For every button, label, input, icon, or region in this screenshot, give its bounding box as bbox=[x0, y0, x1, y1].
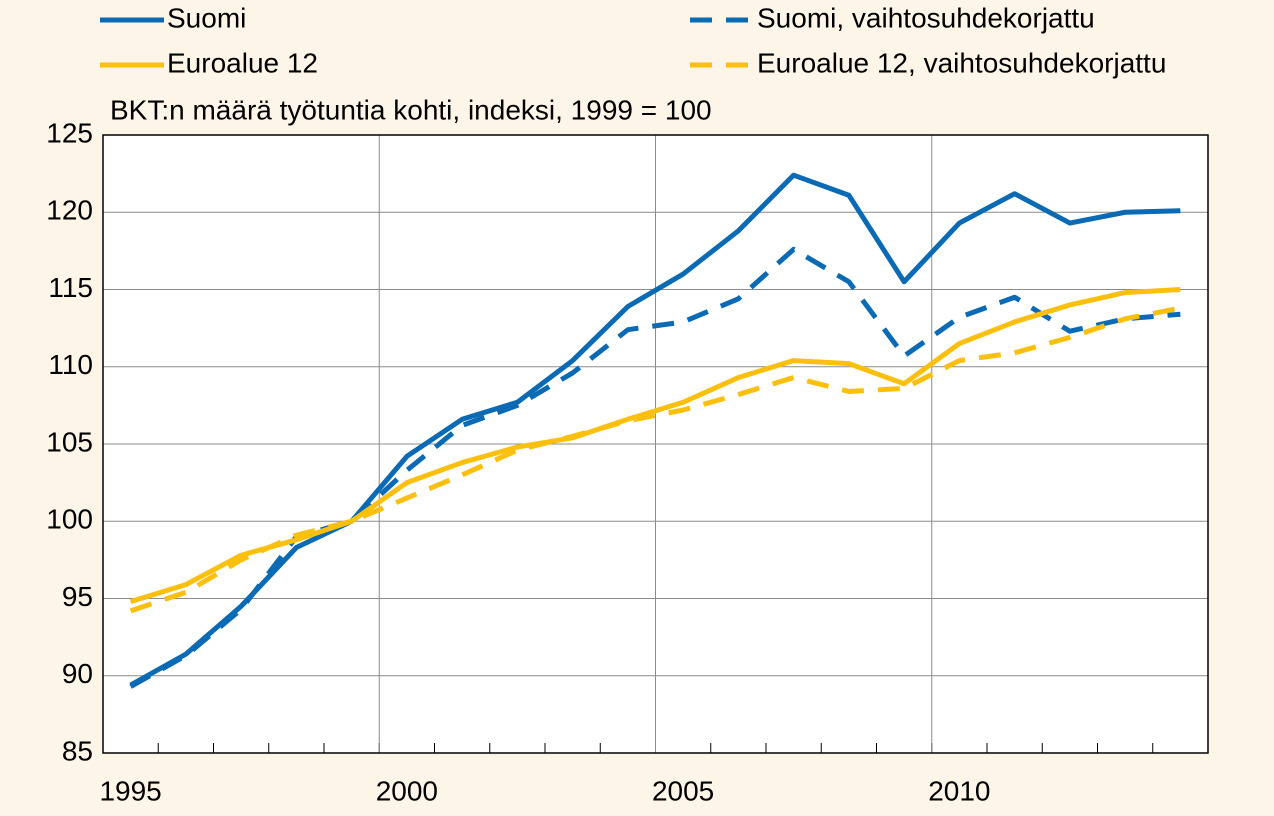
y-tick-label: 110 bbox=[48, 349, 93, 380]
x-tick-label: 2000 bbox=[376, 775, 438, 806]
legend-label: Suomi, vaihtosuhdekorjattu bbox=[757, 2, 1095, 33]
x-tick-label: 1995 bbox=[99, 775, 161, 806]
y-tick-label: 100 bbox=[46, 504, 93, 535]
x-tick-label: 2005 bbox=[652, 775, 714, 806]
y-tick-label: 85 bbox=[62, 735, 93, 766]
x-tick-label: 2010 bbox=[928, 775, 990, 806]
legend-label: Euroalue 12, vaihtosuhdekorjattu bbox=[757, 47, 1166, 78]
y-tick-label: 90 bbox=[62, 658, 93, 689]
chart-subtitle: BKT:n määrä työtuntia kohti, indeksi, 19… bbox=[110, 94, 712, 125]
plot-border bbox=[102, 134, 1209, 754]
y-tick-label: 125 bbox=[46, 117, 93, 148]
y-tick-label: 120 bbox=[46, 195, 93, 226]
y-tick-label: 105 bbox=[46, 426, 93, 457]
legend-label: Euroalue 12 bbox=[167, 47, 318, 78]
y-tick-label: 115 bbox=[48, 272, 93, 303]
series-line bbox=[129, 305, 1181, 614]
legend-label: Suomi bbox=[167, 2, 246, 33]
y-tick-label: 95 bbox=[62, 581, 93, 612]
series-line bbox=[129, 287, 1181, 604]
series-line bbox=[129, 172, 1181, 688]
